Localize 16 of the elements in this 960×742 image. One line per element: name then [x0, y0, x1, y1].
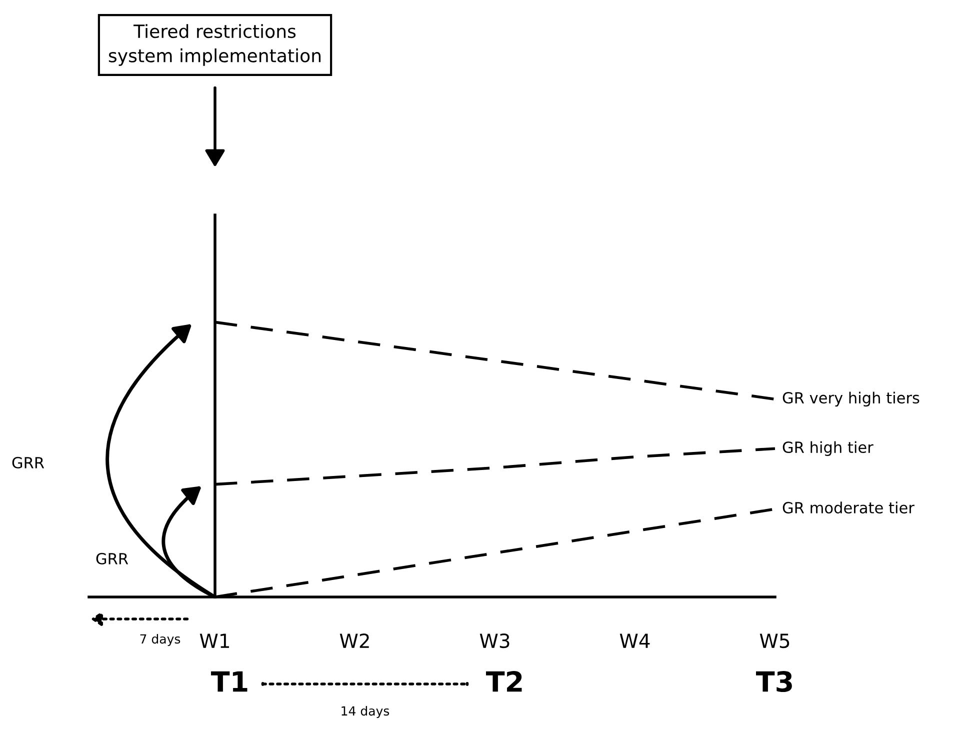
text: 7 days [140, 634, 180, 646]
series-label: GR very high tiers [782, 392, 920, 407]
text: T1 [210, 671, 248, 692]
text: GRR [96, 552, 128, 564]
x-tick-label: W5 [760, 634, 790, 648]
text: Tiered restrictions system implementation [108, 24, 321, 66]
text: T2 [486, 671, 522, 692]
x-tick-label: W4 [620, 634, 650, 648]
x-tick-label: W2 [340, 633, 369, 648]
text: T3 [756, 671, 792, 692]
series-label: GR moderate tier [782, 502, 914, 514]
series-label: GR high tier [782, 441, 874, 456]
text: 14 days [342, 706, 390, 718]
x-tick-label: W1 [200, 634, 230, 648]
x-tick-label: W3 [480, 633, 510, 648]
text: GRR [12, 456, 44, 468]
